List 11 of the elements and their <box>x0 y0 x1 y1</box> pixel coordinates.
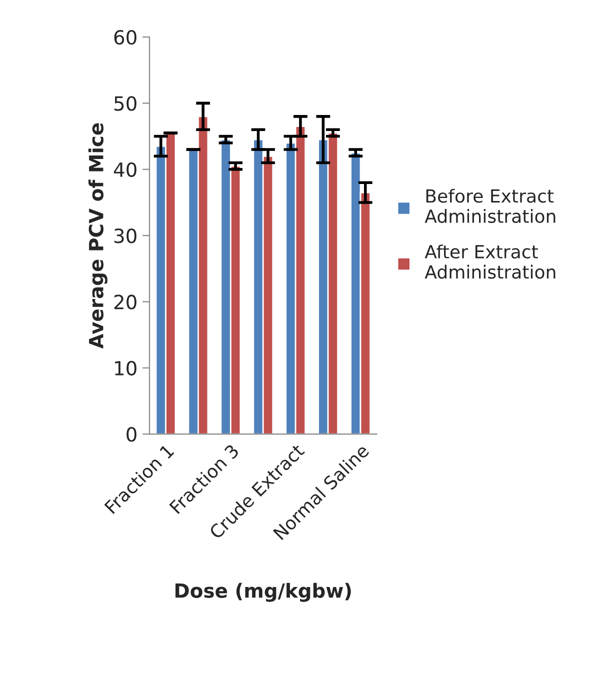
y-tick-label: 40 <box>114 162 136 178</box>
y-tick-label: 10 <box>115 360 136 376</box>
y-tick-label: 60 <box>114 30 136 45</box>
y-tick-label: 30 <box>114 228 136 244</box>
x-axis-title: Dose (mg/kgbw) <box>175 582 351 602</box>
legend-label: After Extract Administration <box>424 244 556 279</box>
y-tick-label: 0 <box>126 427 136 442</box>
y-tick-label: 50 <box>114 96 136 111</box>
legend-label: Before Extract Administration <box>424 188 556 224</box>
y-axis-title: Average PCV of Mice <box>88 123 108 349</box>
y-tick-label: 20 <box>114 294 136 310</box>
